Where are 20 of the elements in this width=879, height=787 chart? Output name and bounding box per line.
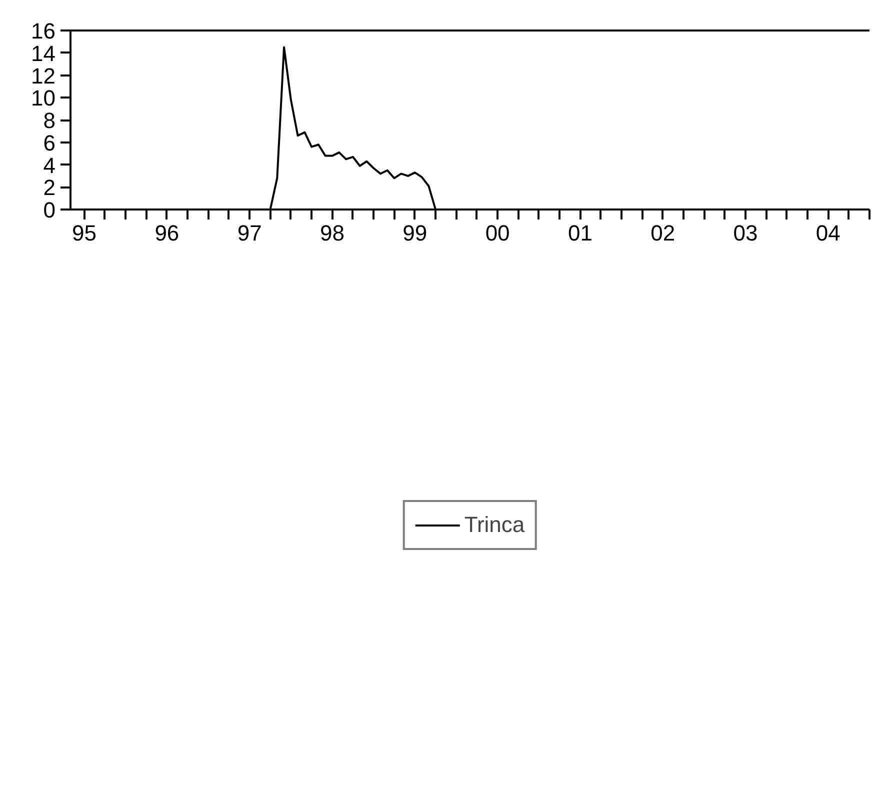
y-tick-label: 16: [31, 18, 56, 44]
y-tick-label: 6: [43, 130, 56, 156]
x-tick-label: 97: [237, 220, 262, 246]
y-tick-label: 12: [31, 63, 56, 88]
x-tick-label: 01: [568, 220, 592, 246]
x-tick-label: 02: [650, 220, 676, 246]
x-tick-label: 98: [320, 220, 344, 246]
y-tick-label: 2: [43, 175, 56, 200]
y-tick-label: 10: [31, 86, 56, 111]
y-tick-label: 14: [31, 40, 56, 66]
x-tick-label: 96: [154, 220, 180, 246]
y-tick-label: 4: [43, 152, 56, 178]
x-tick-label: 99: [402, 220, 428, 246]
legend-label: Trinca: [464, 512, 525, 538]
y-tick-label: 0: [43, 198, 56, 222]
x-tick-label: 00: [485, 220, 510, 246]
x-tick-label: 95: [72, 220, 97, 246]
x-tick-label: 04: [816, 220, 840, 246]
y-tick-label: 8: [43, 108, 56, 133]
x-tick-label: 03: [733, 220, 758, 246]
